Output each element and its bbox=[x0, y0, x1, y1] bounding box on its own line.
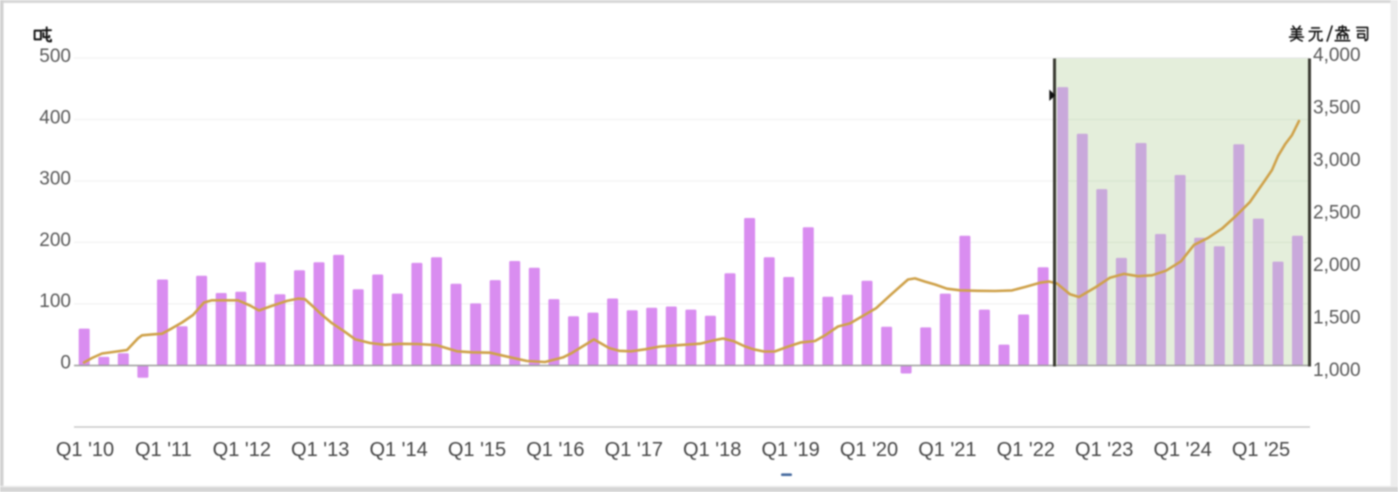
svg-text:Q1 '13: Q1 '13 bbox=[291, 439, 349, 461]
svg-text:Q1 '12: Q1 '12 bbox=[213, 439, 271, 461]
svg-text:500: 500 bbox=[39, 46, 71, 67]
svg-text:2,500: 2,500 bbox=[1313, 203, 1361, 224]
svg-text:Q1 '20: Q1 '20 bbox=[840, 439, 898, 461]
svg-text:200: 200 bbox=[39, 230, 71, 251]
svg-text:1,000: 1,000 bbox=[1313, 360, 1361, 381]
svg-text:0: 0 bbox=[60, 353, 71, 374]
svg-text:Q1 '16: Q1 '16 bbox=[526, 439, 584, 461]
svg-text:Q1 '10: Q1 '10 bbox=[56, 439, 114, 461]
svg-text:Q1 '21: Q1 '21 bbox=[918, 439, 976, 461]
svg-text:Q1 '22: Q1 '22 bbox=[997, 439, 1055, 461]
svg-text:300: 300 bbox=[39, 169, 71, 190]
svg-text:3,000: 3,000 bbox=[1313, 150, 1361, 171]
svg-text:Q1 '23: Q1 '23 bbox=[1075, 439, 1133, 461]
svg-text:3,500: 3,500 bbox=[1313, 98, 1361, 119]
svg-text:Q1 '24: Q1 '24 bbox=[1153, 439, 1211, 461]
svg-text:1,500: 1,500 bbox=[1313, 308, 1361, 329]
svg-text:Q1 '17: Q1 '17 bbox=[605, 439, 663, 461]
svg-text:4,000: 4,000 bbox=[1313, 45, 1361, 66]
svg-text:Q1 '19: Q1 '19 bbox=[761, 439, 819, 461]
svg-text:Q1 '15: Q1 '15 bbox=[448, 439, 506, 461]
svg-text:Q1 '18: Q1 '18 bbox=[683, 439, 741, 461]
svg-text:400: 400 bbox=[39, 107, 71, 128]
svg-text:Q1 '25: Q1 '25 bbox=[1232, 439, 1290, 461]
svg-text:100: 100 bbox=[39, 291, 71, 312]
svg-text:Q1 '14: Q1 '14 bbox=[369, 439, 427, 461]
svg-text:2,000: 2,000 bbox=[1313, 255, 1361, 276]
svg-text:Q1 '11: Q1 '11 bbox=[135, 439, 192, 461]
